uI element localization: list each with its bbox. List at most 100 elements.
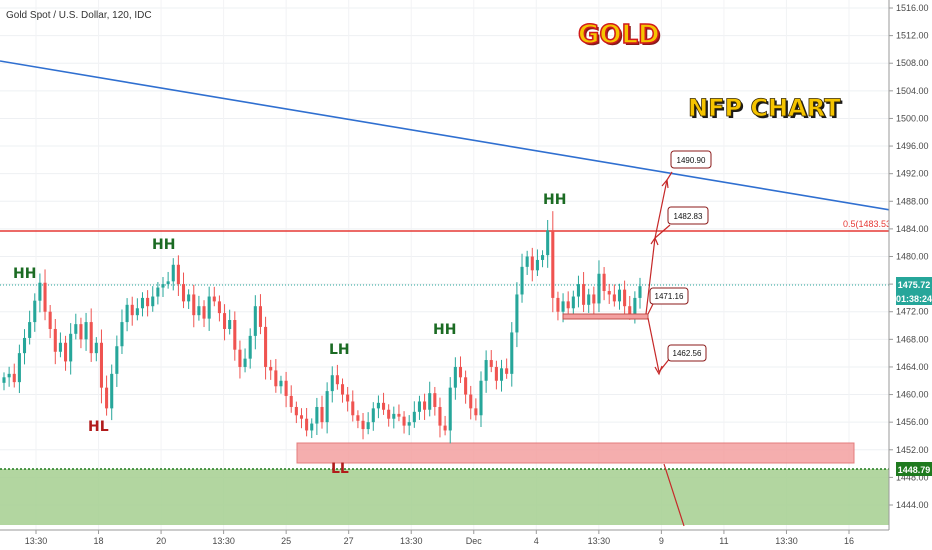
candle — [402, 411, 406, 434]
candle — [346, 386, 350, 412]
candle — [105, 375, 109, 416]
price-tick-label: 1500.00 — [896, 113, 929, 123]
candle — [146, 290, 150, 317]
candle-body — [417, 401, 421, 412]
candle-body — [223, 313, 227, 329]
candle — [571, 290, 575, 317]
title-nfp-shadow: NFP CHART — [690, 96, 843, 124]
candle-body — [505, 368, 509, 374]
candle-body — [541, 255, 545, 260]
symbol-header: Gold Spot / U.S. Dollar, 120, IDC — [6, 10, 152, 21]
candle-body — [140, 297, 145, 309]
title-nfp: NFP CHART — [688, 94, 841, 122]
time-tick-label: 20 — [156, 536, 166, 546]
callout-leader-3 — [647, 303, 654, 315]
price-tick-label: 1444.00 — [896, 500, 929, 510]
candle-body — [607, 291, 611, 295]
candle-body — [617, 289, 622, 302]
candle — [79, 317, 83, 349]
time-tick-label: 13:30 — [212, 536, 235, 546]
candle-body — [356, 415, 360, 421]
candle-body — [79, 324, 83, 340]
candle — [130, 296, 134, 326]
candle-body — [151, 296, 155, 307]
candle — [546, 219, 550, 268]
candle — [166, 271, 170, 289]
candle — [74, 313, 78, 340]
price-tick-label: 1468.00 — [896, 334, 929, 344]
candle-body — [22, 337, 27, 354]
time-tick-label: 25 — [281, 536, 291, 546]
callout-1482-text: 1482.83 — [674, 212, 703, 221]
candle — [474, 398, 478, 421]
candle-body — [161, 284, 165, 288]
candle — [305, 407, 309, 437]
candle-body — [346, 394, 350, 402]
candle-body — [130, 304, 134, 316]
candle-body — [207, 296, 211, 319]
time-tick-label: 18 — [94, 536, 104, 546]
candle — [412, 401, 416, 428]
candle — [397, 404, 401, 422]
time-tick-label: 13:30 — [400, 536, 423, 546]
candle-body — [125, 304, 129, 323]
candle-body — [176, 264, 180, 285]
candle — [325, 382, 329, 434]
callout-1462: 1462.56 — [667, 344, 707, 362]
candle-body — [530, 256, 534, 271]
candle-body — [187, 294, 191, 302]
candle-body — [181, 284, 186, 302]
candle — [330, 366, 334, 403]
callout-1490-text: 1490.90 — [677, 156, 706, 165]
title-gold: GOLD — [578, 20, 660, 50]
candle — [494, 360, 498, 390]
callout-1471: 1471.16 — [649, 287, 689, 305]
candle-body — [228, 320, 232, 329]
candle-body — [587, 294, 591, 305]
time-tick-label: 11 — [719, 536, 728, 546]
candle — [253, 295, 257, 350]
candle-body — [576, 284, 580, 297]
candle — [433, 386, 437, 416]
candle — [602, 267, 606, 301]
candle-body — [571, 296, 575, 309]
candle — [120, 309, 124, 355]
candle — [382, 392, 386, 415]
price-axis-bg — [889, 0, 932, 550]
candlestick-series — [2, 211, 642, 444]
price-tick-label: 1448.00 — [896, 472, 929, 482]
time-tick-label: Dec — [466, 536, 483, 546]
candle-body — [551, 230, 555, 298]
candle — [448, 377, 452, 444]
level-text: 1448.79 — [898, 465, 931, 475]
candle — [417, 395, 421, 420]
candle-body — [474, 408, 478, 416]
candle-body — [325, 391, 329, 423]
candle-body — [48, 311, 52, 329]
candle-body — [623, 289, 627, 307]
candle-body — [582, 284, 586, 305]
candle-body — [510, 332, 514, 374]
candle-body — [407, 422, 411, 426]
candle — [48, 304, 52, 339]
price-tick-label: 1492.00 — [896, 169, 929, 179]
candle-body — [264, 326, 268, 367]
candle-body — [233, 320, 237, 350]
label-hh-3: HH — [433, 322, 456, 338]
candle-body — [258, 306, 262, 327]
candle-body — [238, 349, 242, 367]
candle-body — [535, 259, 539, 271]
candle — [135, 298, 139, 321]
candle-body — [566, 301, 570, 309]
candle-body — [202, 306, 206, 319]
candle-body — [89, 322, 93, 354]
callout-leader-1 — [666, 171, 673, 181]
candle — [423, 393, 427, 420]
candle — [582, 272, 586, 313]
candle-body — [284, 380, 288, 396]
candle-body — [99, 342, 103, 388]
candle-body — [458, 366, 463, 378]
candle-body — [135, 308, 139, 316]
candle-body — [592, 294, 596, 304]
